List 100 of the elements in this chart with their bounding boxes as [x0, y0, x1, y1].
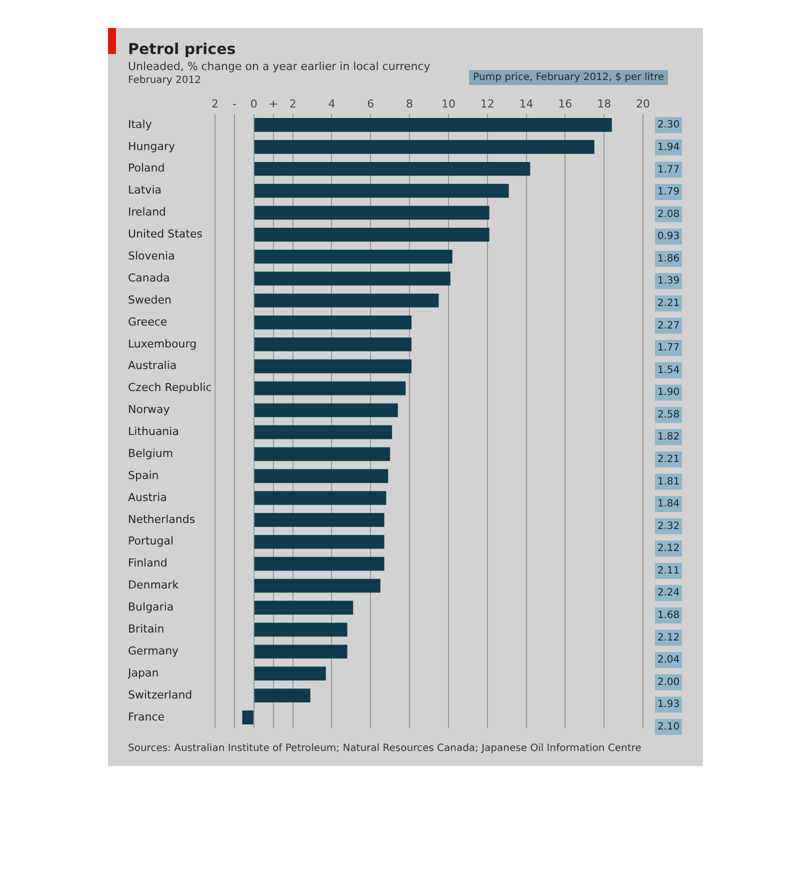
data-label: 1.77	[657, 342, 680, 354]
x-tick-label: 10	[441, 97, 456, 110]
chart-title: Petrol prices	[128, 40, 237, 58]
bar	[254, 622, 348, 637]
y-tick-label: Greece	[128, 315, 168, 328]
bar	[254, 272, 450, 286]
y-tick-label: France	[128, 710, 165, 724]
bar	[254, 469, 388, 483]
bar	[254, 513, 384, 527]
y-tick-label: Italy	[128, 118, 152, 131]
y-tick-label: Belgium	[128, 446, 174, 460]
bar	[254, 359, 412, 374]
data-label: 1.86	[657, 253, 680, 264]
y-tick-label: Germany	[128, 644, 180, 658]
y-tick-label: Czech Republic	[128, 381, 212, 394]
data-label: 0.93	[657, 231, 680, 242]
chart-subtitle: Unleaded, % change on a year earlier in local currency	[128, 60, 432, 73]
x-tick-label: 20	[636, 97, 650, 110]
bar	[254, 688, 310, 702]
y-tick-label: Austria	[128, 490, 167, 504]
text: February 2012	[128, 75, 201, 86]
data-label: 2.27	[657, 320, 680, 332]
bar	[242, 710, 254, 724]
bar	[254, 337, 412, 352]
y-tick-label: Ireland	[128, 206, 166, 219]
y-tick-label: Netherlands	[128, 512, 196, 526]
data-label: 1.82	[657, 432, 680, 443]
x-tick-label: +	[268, 97, 278, 110]
data-label: 2.58	[657, 409, 680, 420]
x-tick-label: 4	[328, 97, 336, 110]
y-tick-label: Finland	[128, 556, 168, 570]
y-tick-label: Portugal	[128, 534, 174, 548]
data-label: 1.94	[657, 142, 680, 154]
data-label: 1.81	[657, 476, 680, 488]
data-label: 2.00	[657, 676, 680, 688]
x-tick-label: 2	[289, 97, 296, 110]
x-tick-label: 8	[406, 97, 414, 110]
data-label: 1.93	[657, 699, 680, 710]
y-tick-label: Poland	[128, 162, 165, 175]
x-tick-label: 12	[480, 97, 494, 110]
data-label: 1.84	[657, 498, 680, 510]
y-tick-label: Slovenia	[128, 249, 175, 262]
bar	[254, 600, 354, 615]
data-label: 1.90	[657, 387, 680, 398]
y-tick-label: Luxembourg	[128, 337, 197, 350]
data-label: 2.21	[657, 298, 680, 310]
y-tick-label: Norway	[128, 403, 170, 416]
data-label: 2.04	[657, 654, 680, 666]
data-label: 1.68	[657, 610, 680, 622]
y-tick-label: Denmark	[128, 578, 180, 592]
x-tick-label: 2	[212, 97, 218, 110]
data-label: 1.39	[657, 276, 680, 287]
bar	[254, 294, 439, 308]
data-label: 2.21	[657, 454, 680, 466]
bar	[254, 316, 412, 330]
data-label: 1.79	[657, 186, 680, 198]
bar	[254, 228, 490, 242]
y-tick-label: Hungary	[128, 140, 176, 153]
bar	[254, 250, 452, 264]
y-tick-label: Britain	[128, 622, 164, 636]
x-tick-label: 16	[558, 97, 572, 110]
bar	[254, 425, 392, 440]
bar	[254, 184, 509, 198]
data-label: 1.77	[657, 164, 680, 176]
bar	[254, 666, 326, 680]
y-tick-label: United States	[128, 228, 203, 241]
data-label: 2.32	[657, 520, 680, 532]
x-tick-label: 18	[597, 97, 612, 110]
bar	[254, 403, 398, 418]
data-label: 2.10	[657, 721, 680, 732]
bar	[254, 381, 406, 396]
y-tick-label: Australia	[128, 359, 177, 372]
x-tick-label: 14	[519, 97, 534, 110]
data-label: 2.08	[657, 208, 680, 220]
data-label: 2.12	[657, 632, 680, 644]
y-tick-label: Spain	[128, 468, 159, 482]
bar	[254, 644, 348, 659]
bar	[254, 491, 386, 505]
bar	[254, 447, 390, 462]
data-label: 2.30	[657, 120, 680, 131]
data-label: 2.12	[657, 543, 680, 554]
x-tick-label: 6	[367, 97, 374, 110]
y-tick-label: Bulgaria	[128, 600, 174, 614]
text: Pump price, February 2012, $ per litre	[469, 70, 668, 85]
data-label: 2.24	[657, 588, 680, 599]
bar	[254, 118, 612, 132]
bar	[254, 206, 490, 220]
bar	[254, 140, 594, 154]
bar	[254, 534, 384, 549]
y-tick-label: Latvia	[128, 184, 162, 197]
y-tick-label: Sweden	[128, 293, 172, 306]
x-tick-label: 0	[250, 97, 258, 110]
bar	[254, 162, 530, 176]
data-label: 1.54	[657, 364, 680, 376]
y-tick-label: Switzerland	[128, 688, 192, 702]
y-tick-label: Lithuania	[128, 425, 179, 438]
bar	[254, 578, 380, 593]
bar	[254, 556, 384, 571]
y-tick-label: Canada	[128, 271, 170, 284]
x-tick-label: -	[232, 97, 236, 110]
